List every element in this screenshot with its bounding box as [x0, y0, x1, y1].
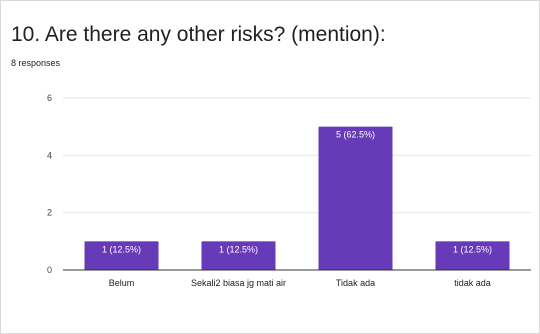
data-label-1: 1 (12.5%): [102, 244, 141, 254]
bar-3[interactable]: [318, 126, 393, 271]
question-title: 10. Are there any other risks? (mention)…: [11, 23, 386, 46]
data-label-3: 5 (62.5%): [336, 130, 375, 140]
x-axis-category-labels: Belum Sekali2 biasa jg mati air Tidak ada t…: [109, 278, 491, 288]
data-labels: 1 (12.5%) 1 (12.5%) 5 (62.5%) 1 (12.5%): [102, 130, 492, 255]
data-label-4: 1 (12.5%): [453, 244, 492, 254]
category-label-3: Tidak ada: [336, 278, 375, 288]
bar-2[interactable]: [201, 241, 276, 270]
category-label-4: tidak ada: [454, 278, 491, 288]
bar-4[interactable]: [435, 241, 510, 270]
gridlines: [63, 97, 531, 214]
y-tick-label-4: 4: [47, 150, 52, 160]
category-label-1: Belum: [109, 278, 135, 288]
y-tick-label-2: 2: [47, 208, 52, 218]
y-tick-label-6: 6: [47, 93, 52, 103]
bar-1[interactable]: [84, 241, 159, 270]
y-axis-tick-labels: 0 2 4 6: [47, 93, 52, 275]
category-label-2: Sekali2 biasa jg mati air: [191, 278, 286, 288]
response-count: 8 responses: [11, 58, 61, 68]
y-tick-label-0: 0: [47, 265, 52, 275]
data-label-2: 1 (12.5%): [219, 244, 258, 254]
bars: [84, 126, 510, 271]
